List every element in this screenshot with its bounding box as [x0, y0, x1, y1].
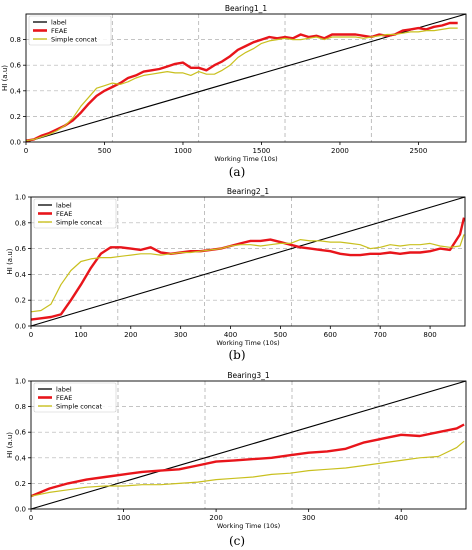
chart-1-xtick-label-7: 700	[374, 331, 387, 339]
chart-0-xtick-label-2: 1000	[174, 147, 192, 155]
chart-1-series-feae-line	[30, 217, 466, 321]
chart-0-xlabel: Working Time (10s)	[214, 155, 277, 163]
chart-0-xtick-label-1: 500	[98, 147, 111, 155]
chart-1-legend-box	[33, 198, 117, 229]
chart-2-legend-label-2: Simple concat	[56, 402, 102, 410]
chart-0-ylabel: HI (a.u)	[1, 65, 9, 91]
chart-0-legend-box	[28, 15, 112, 46]
chart-1-xtick-label-3: 300	[174, 331, 187, 339]
chart-1-series-simple-concat-line	[30, 234, 465, 313]
chart-2-ytick-label-0: 0.0	[15, 506, 26, 514]
chart-0-xtick-label-3: 1500	[253, 147, 271, 155]
chart-2-legend-box	[33, 382, 117, 413]
chart-2-series-feae-line	[30, 423, 465, 498]
chart-2-xtick-label-2: 200	[209, 514, 222, 522]
chart-0-ytick-label-3: 0.6	[10, 62, 22, 70]
chart-2-xtick-label-1: 100	[117, 514, 130, 522]
chart-1-xtick-label-2: 200	[124, 331, 137, 339]
chart-2-xlabel: Working Time (10s)	[217, 522, 280, 530]
chart-1-xtick-label-5: 500	[274, 331, 287, 339]
chart-2-ytick-label-2: 0.4	[15, 454, 27, 462]
chart-0-legend-label-1: FEAE	[51, 27, 67, 35]
chart-1-legend-label-2: Simple concat	[56, 218, 102, 226]
chart-0-ytick-label-0: 0.0	[10, 139, 21, 147]
chart-1-ylabel: HI (a.u)	[6, 248, 14, 274]
chart-2-legend-label-0: label	[56, 385, 72, 393]
chart-2-xtick-label-4: 400	[395, 514, 408, 522]
chart-1-xtick-label-8: 800	[423, 331, 436, 339]
chart-2-xtick-label-3: 300	[302, 514, 315, 522]
chart-0-ytick-label-1: 0.2	[10, 113, 21, 121]
chart-1-ytick-label-4: 0.8	[15, 219, 26, 227]
chart-1-xlabel: Working Time (10s)	[216, 339, 279, 347]
chart-2-series-label-line	[30, 380, 467, 510]
chart-0-ytick-label-4: 0.8	[10, 36, 21, 44]
chart-0-legend-label-2: Simple concat	[51, 35, 97, 43]
chart-1-xtick-label-6: 600	[324, 331, 337, 339]
chart-1-ytick-label-1: 0.2	[15, 297, 26, 305]
chart-0-series-simple-concat-line	[25, 27, 458, 142]
chart-1-xtick-label-0: 0	[29, 331, 33, 339]
chart-1-xtick-label-1: 100	[74, 331, 87, 339]
chart-1-legend-label-1: FEAE	[56, 210, 72, 218]
chart-1-ytick-label-0: 0.0	[15, 323, 26, 331]
chart-1-ytick-label-5: 1.0	[15, 194, 26, 202]
chart-0-xtick-label-0: 0	[24, 147, 28, 155]
chart-2-series-simple-concat-line	[30, 440, 465, 497]
subcaption-b: (b)	[228, 348, 245, 362]
chart-2-ytick-label-4: 0.8	[15, 403, 26, 411]
chart-0-series-feae-line	[25, 21, 458, 142]
subcaption-c: (c)	[229, 534, 245, 548]
chart-0-axes-frame	[25, 13, 467, 143]
chart-1-axes-frame	[30, 196, 466, 327]
chart-2-ytick-label-5: 1.0	[15, 378, 26, 386]
chart-0-ytick-label-2: 0.4	[10, 87, 22, 95]
chart-2-xtick-label-0: 0	[29, 514, 33, 522]
chart-1-series-label-line	[30, 196, 466, 327]
chart-2-axes-frame	[30, 380, 467, 510]
chart-2-title: Bearing3_1	[227, 371, 270, 380]
chart-panel-c: 0 100 200 300 400 0.0 0.2 0.4 0.6 0.8 1.0 Bearing3_…	[6, 371, 467, 530]
chart-1-title: Bearing2_1	[227, 187, 270, 196]
chart-0-xtick-label-4: 2000	[331, 147, 349, 155]
chart-0-xtick-label-5: 2500	[410, 147, 428, 155]
chart-2-ytick-label-1: 0.2	[15, 480, 26, 488]
chart-1-ytick-label-2: 0.4	[15, 271, 27, 279]
subcaption-a: (a)	[229, 165, 246, 179]
chart-1-legend-label-0: label	[56, 201, 72, 209]
chart-2-ytick-label-3: 0.6	[15, 429, 27, 437]
chart-1-ytick-label-3: 0.6	[15, 245, 27, 253]
chart-panel-a: 0 500 1000 1500 2000 2500 0.0 0.2 0.4 0.6 0.8 Beari…	[1, 4, 467, 163]
chart-0-legend-label-0: label	[51, 18, 67, 26]
chart-1-xtick-label-4: 400	[224, 331, 237, 339]
chart-0-title: Bearing1_1	[225, 4, 268, 13]
chart-2-ylabel: HI (a.u)	[6, 432, 14, 458]
chart-2-legend-label-1: FEAE	[56, 394, 72, 402]
chart-panel-b: 0 100 200 300 400 500 600 700 800 0.0 0.2 0.4 0.6 0.8…	[6, 187, 466, 347]
